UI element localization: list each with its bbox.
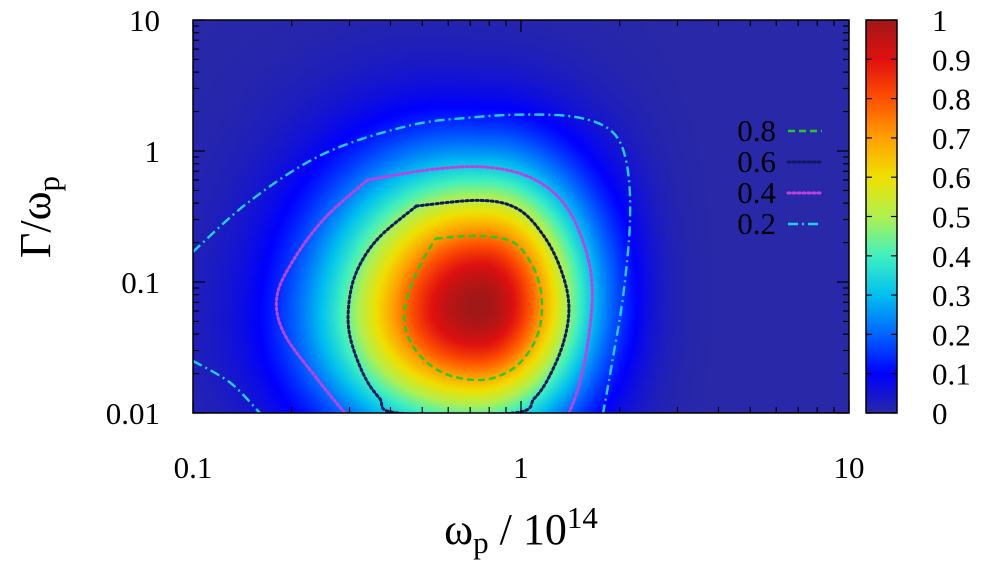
- legend-label: 0.2: [737, 206, 776, 241]
- x-tick-label: 1: [513, 450, 529, 485]
- axis-ticks: [192, 19, 850, 414]
- contour-08: [402, 234, 544, 382]
- contour-02: [193, 113, 632, 413]
- colorbar-tick-label: 0.1: [932, 357, 971, 392]
- colorbar-tick-label: 0.2: [932, 317, 971, 352]
- contour-04: [365, 165, 594, 413]
- contour-06: [346, 198, 571, 413]
- colorbar-ticks: 0 0.1 0.2 0.3 0.4 0.5 0.6 0.7 0.8 0.9 1: [866, 3, 971, 431]
- colorbar-tick-label: 0: [932, 396, 948, 431]
- colorbar-tick-label: 0.3: [932, 278, 971, 313]
- colorbar-tick-label: 0.6: [932, 160, 971, 195]
- colorbar-tick-label: 0.8: [932, 82, 971, 117]
- y-tick-label: 0.1: [121, 265, 160, 300]
- colorbar-tick-label: 1: [932, 3, 948, 38]
- legend-label: 0.6: [737, 144, 776, 179]
- y-tick-label: 1: [145, 134, 161, 169]
- colorbar-tick-label: 0.9: [932, 42, 971, 77]
- heatmap-image: [193, 20, 849, 413]
- contour-02-b: [193, 359, 261, 413]
- contour-04-b: [274, 178, 369, 413]
- contour-legend: 0.80.60.40.2: [737, 113, 824, 241]
- y-axis-label: Γ/ωp: [11, 176, 66, 258]
- legend-label: 0.8: [737, 113, 776, 148]
- colorbar-tick-label: 0.7: [932, 121, 971, 156]
- x-axis-label: ωp / 1014: [444, 500, 598, 560]
- y-tick-label: 10: [129, 3, 160, 38]
- contour-lines: [193, 113, 632, 413]
- y-axis-tick-labels: 0.01 0.1 1 10: [106, 3, 160, 431]
- colorbar-tick-label: 0.4: [932, 239, 971, 274]
- colorbar-tick-label: 0.5: [932, 200, 971, 235]
- x-axis-tick-labels: 0.1 1 10: [174, 450, 865, 485]
- x-tick-label: 10: [834, 450, 865, 485]
- x-tick-label: 0.1: [174, 450, 213, 485]
- legend-label: 0.4: [737, 175, 776, 210]
- y-tick-label: 0.01: [106, 396, 160, 431]
